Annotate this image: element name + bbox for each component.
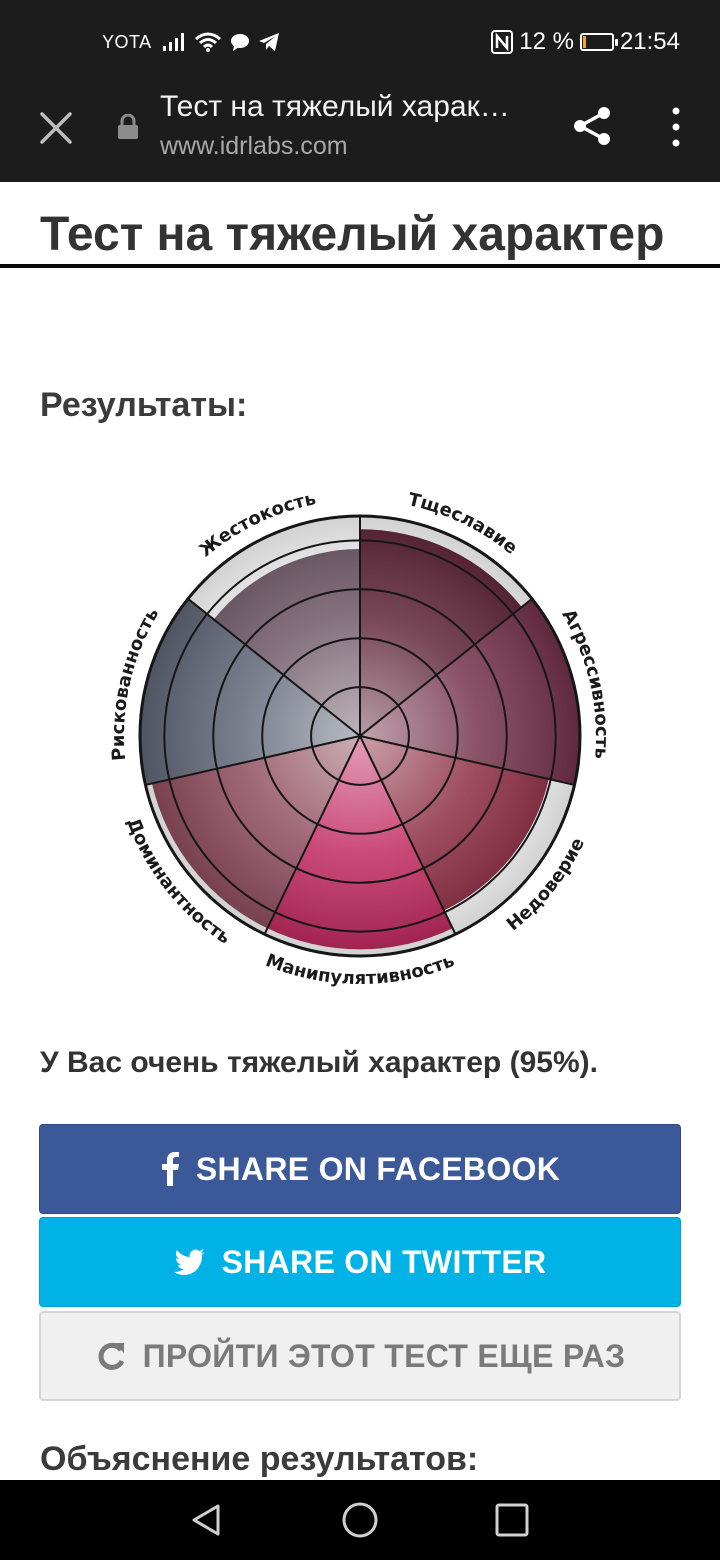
page-content: Тест на тяжелый характер Результаты: Тще… [0, 184, 720, 1480]
signal-icon [163, 33, 184, 51]
grid-spoke [263, 735, 361, 935]
telegram-icon [259, 33, 279, 51]
retake-test-label: ПРОЙТИ ЭТОТ ТЕСТ ЕЩЕ РАЗ [142, 1337, 626, 1374]
personality-wheel-chart: ТщеславиеАгрессивностьНедовериеМанипулят… [108, 488, 612, 989]
grid-spoke [359, 735, 457, 935]
share-twitter-label: SHARE ON TWITTER [221, 1243, 547, 1280]
result-text: У Вас очень тяжелый характер (95%). [40, 1046, 598, 1079]
battery-icon [579, 33, 618, 51]
home-icon[interactable] [340, 1500, 380, 1540]
share-icon[interactable] [570, 104, 614, 148]
close-icon[interactable] [36, 108, 76, 148]
explanation-heading: Объяснение результатов: [40, 1440, 479, 1478]
nfc-icon [491, 30, 514, 54]
page-title-bar[interactable]: Тест на тяжелый харак… [160, 90, 510, 123]
navigation-bar [0, 1480, 720, 1560]
wifi-icon [195, 32, 221, 52]
retake-test-button[interactable]: ПРОЙТИ ЭТОТ ТЕСТ ЕЩЕ РАЗ [39, 1311, 681, 1401]
grid-spoke [359, 598, 533, 737]
twitter-icon [173, 1249, 205, 1275]
share-facebook-label: SHARE ON FACEBOOK [195, 1150, 561, 1187]
lock-icon [118, 114, 138, 139]
recent-apps-icon[interactable] [492, 1500, 532, 1540]
grid-spoke [145, 735, 361, 786]
share-twitter-button[interactable]: SHARE ON TWITTER [39, 1217, 681, 1307]
refresh-icon [98, 1342, 124, 1370]
message-icon [231, 34, 249, 51]
facebook-icon [161, 1152, 179, 1186]
battery-level [582, 36, 586, 48]
browser-toolbar: Тест на тяжелый харак… www.idrlabs.com [0, 84, 720, 268]
more-options-icon[interactable] [664, 104, 688, 150]
battery-percent: 12 % [519, 28, 574, 55]
url-text[interactable]: www.idrlabs.com [160, 132, 348, 160]
carrier-label: YOTA [102, 32, 152, 52]
wheel-outline [138, 514, 582, 958]
status-right: 12 % 21:54 [491, 28, 680, 56]
toolbar-divider [0, 264, 720, 268]
results-heading: Результаты: [40, 386, 248, 424]
status-icons [162, 30, 280, 54]
grid-spoke [187, 598, 361, 737]
page-title: Тест на тяжелый характер [40, 208, 665, 261]
clock: 21:54 [619, 28, 680, 55]
back-icon[interactable] [186, 1500, 226, 1540]
grid-spoke [359, 735, 575, 786]
status-bar: YOTA 12 % 21:54 [0, 0, 720, 84]
share-facebook-button[interactable]: SHARE ON FACEBOOK [39, 1124, 681, 1214]
